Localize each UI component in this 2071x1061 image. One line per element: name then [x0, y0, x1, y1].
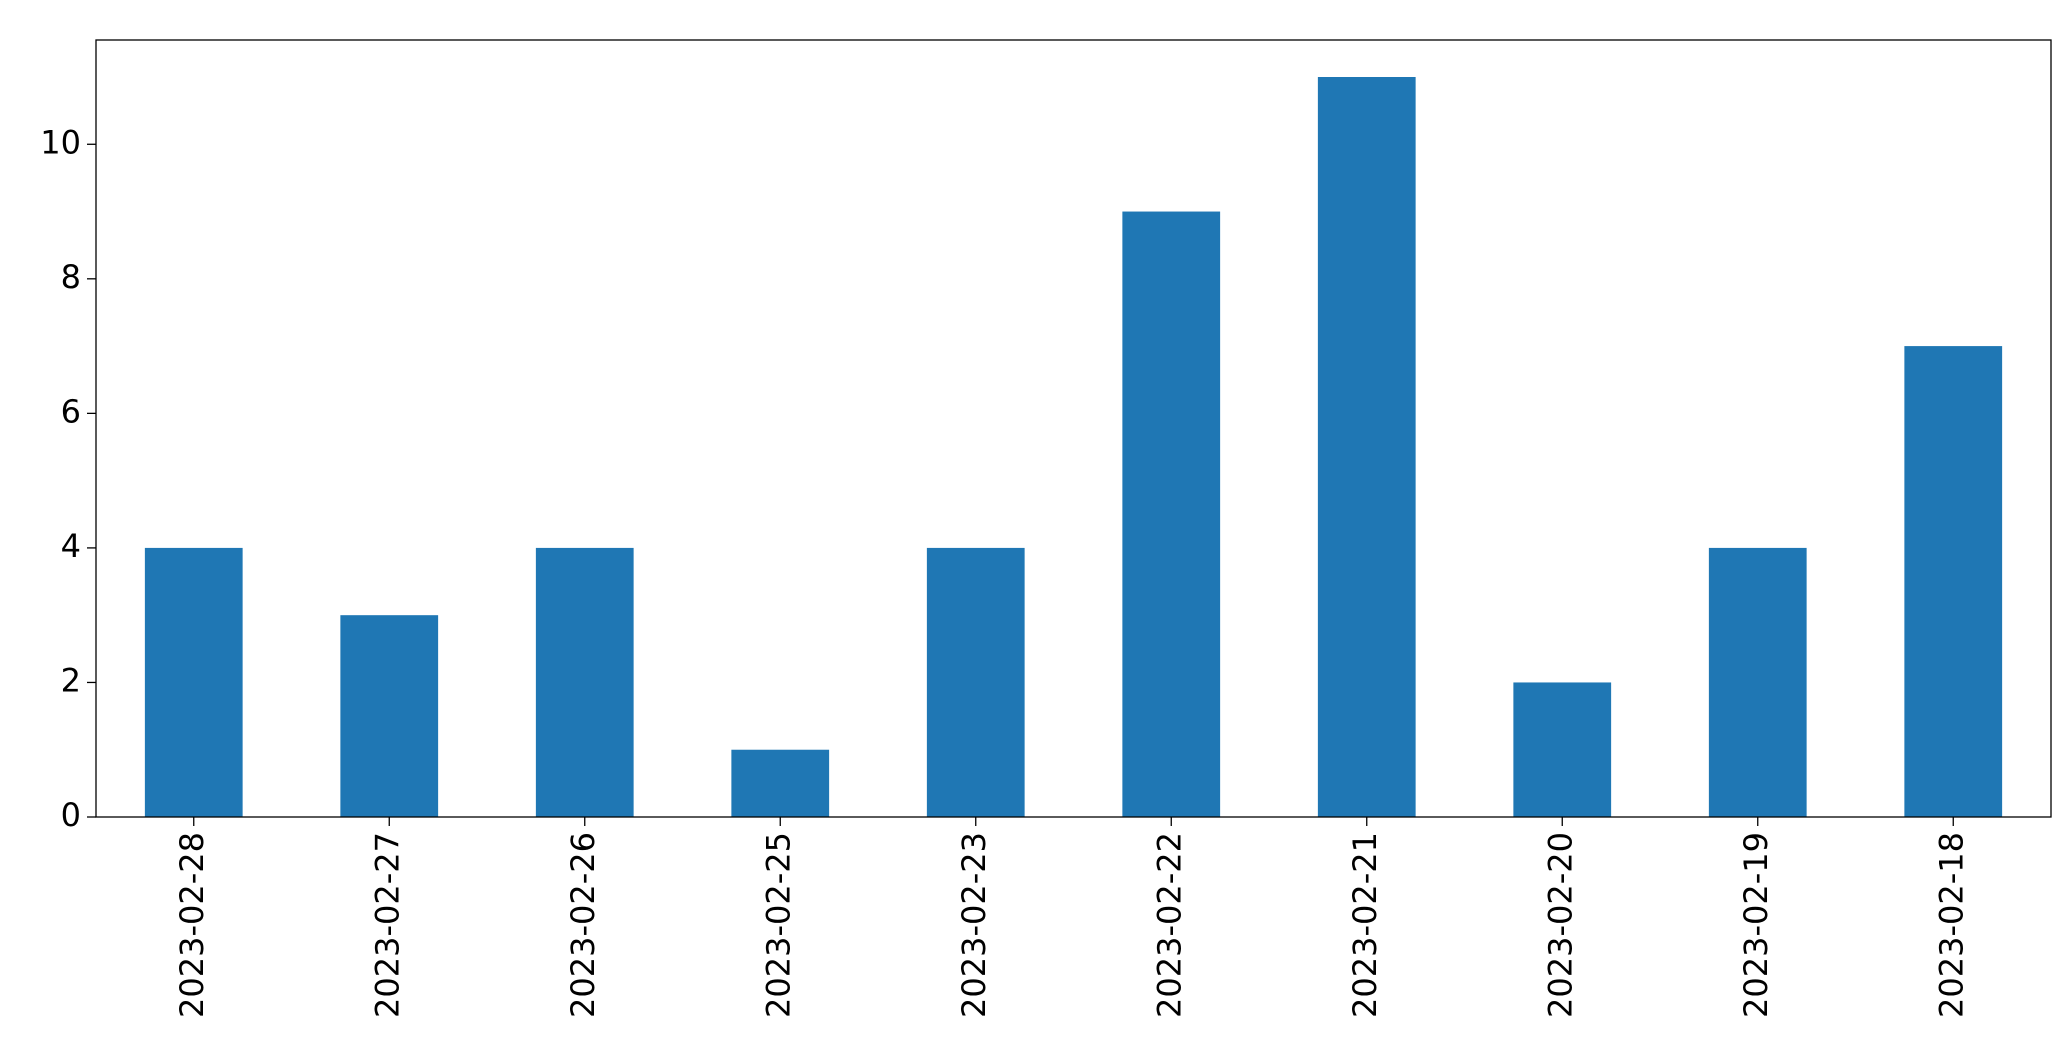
y-tick-label: 10 [40, 123, 81, 161]
y-tick-label: 4 [61, 527, 81, 565]
x-tick-label: 2023-02-23 [955, 832, 993, 1018]
x-tick-label: 2023-02-18 [1932, 832, 1970, 1018]
x-tick-label: 2023-02-20 [1541, 832, 1579, 1018]
bar [926, 547, 1025, 817]
x-tick-label: 2023-02-26 [564, 832, 602, 1018]
x-tick-label: 2023-02-28 [173, 832, 211, 1018]
x-tick-label: 2023-02-22 [1150, 832, 1188, 1018]
x-tick-label: 2023-02-21 [1346, 832, 1384, 1018]
y-tick-label: 8 [61, 258, 81, 296]
x-tick-label: 2023-02-25 [759, 832, 797, 1018]
bar [731, 749, 830, 817]
bar [1904, 346, 2003, 817]
bar [1122, 211, 1221, 817]
y-tick-label: 6 [61, 392, 81, 430]
bar [340, 615, 439, 817]
bar [1513, 682, 1612, 817]
bar [1708, 547, 1807, 817]
bar [144, 547, 243, 817]
plot-frame [95, 39, 2052, 818]
x-tick-label: 2023-02-19 [1737, 832, 1775, 1018]
bar [535, 547, 634, 817]
bar [1317, 77, 1416, 817]
y-tick-label: 2 [61, 661, 81, 699]
x-tick-label: 2023-02-27 [368, 832, 406, 1018]
y-tick-label: 0 [61, 796, 81, 834]
